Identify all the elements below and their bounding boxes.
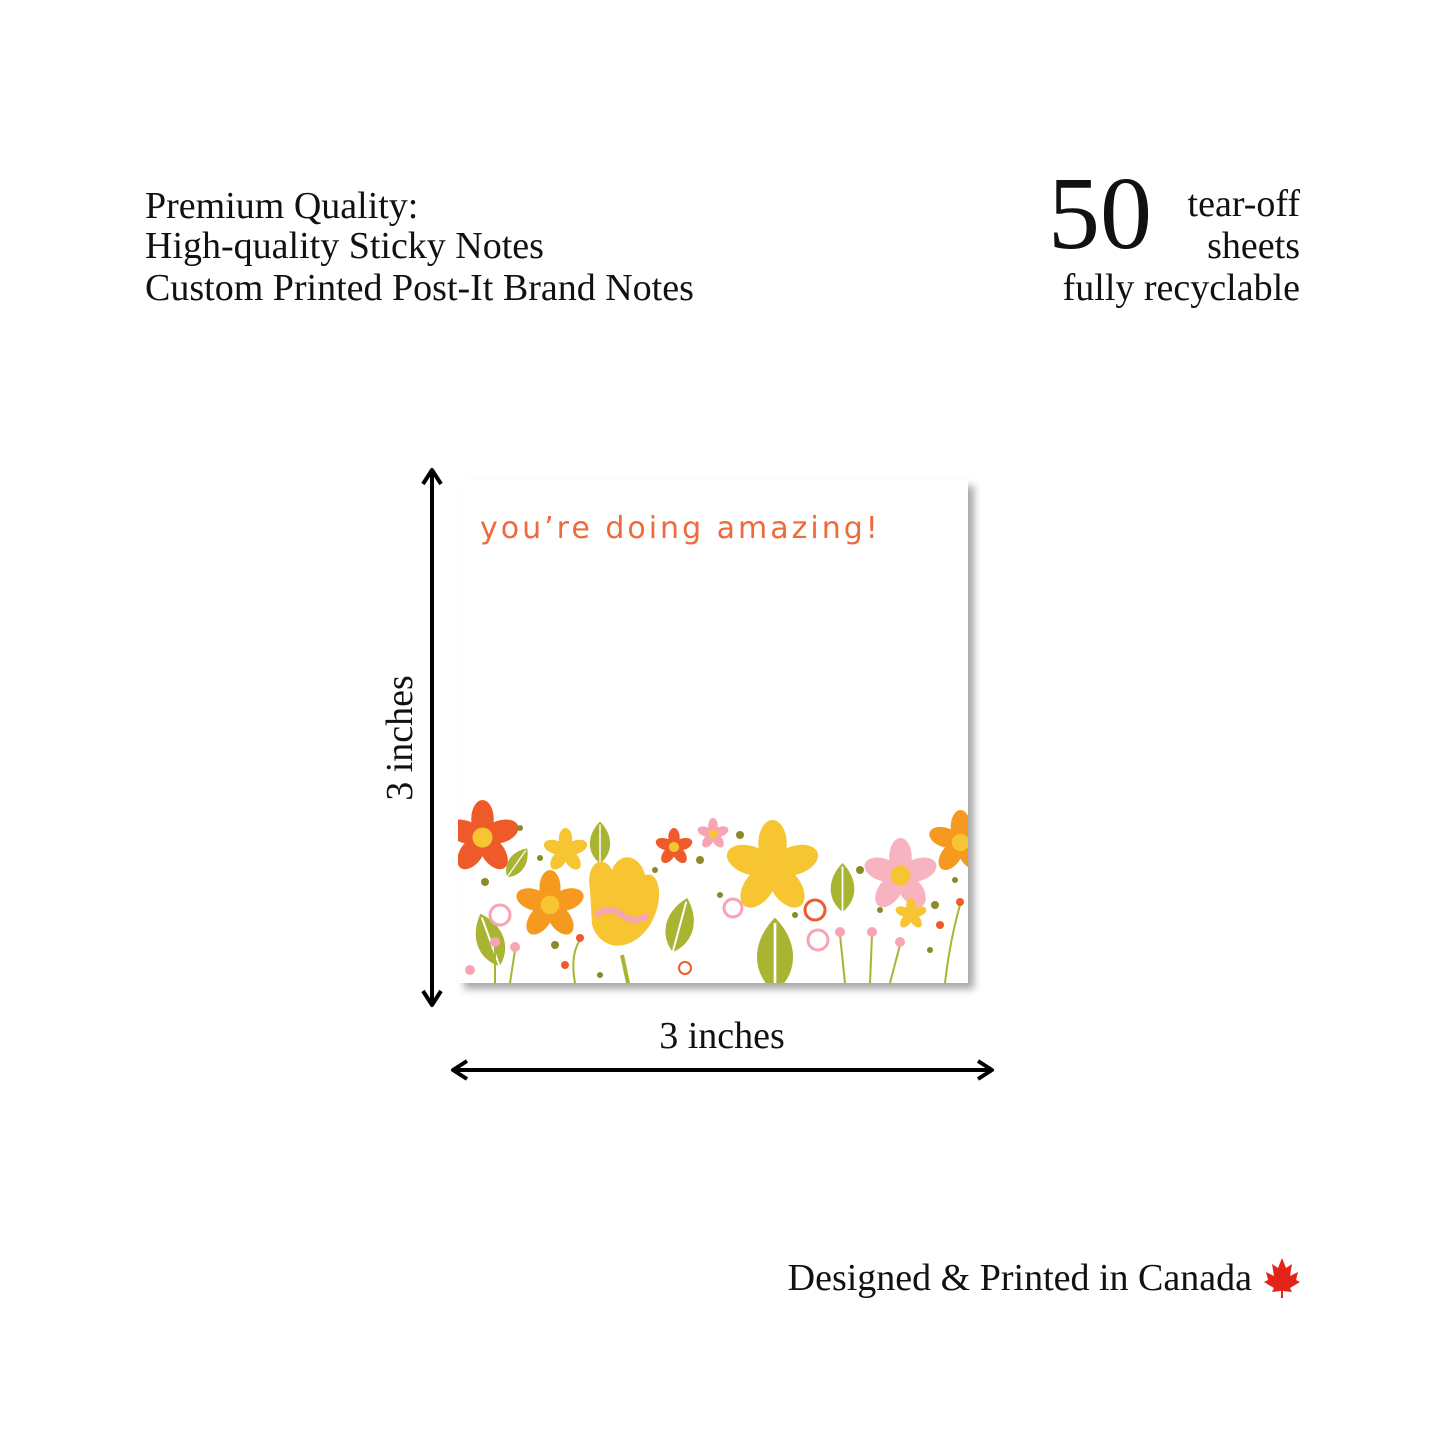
buds: [561, 898, 964, 969]
features: Premium Quality: High-quality Sticky Not…: [145, 185, 694, 309]
swirl: [488, 903, 512, 927]
sheet-count: 50: [1048, 156, 1152, 271]
sheets-info: 50 tear-off sheets fully recyclable: [1048, 156, 1300, 309]
sticky-note: you’re doing amazing!: [458, 480, 968, 983]
dots: [481, 825, 958, 978]
sheet-label: sheets: [1207, 225, 1300, 267]
height-label: 3 inches: [379, 675, 421, 801]
maple-leaf-icon: [1264, 1258, 1300, 1298]
swirl: [806, 928, 830, 952]
stems: [494, 904, 961, 983]
arrow-head: [976, 1059, 994, 1081]
tulip-stripe: [594, 907, 650, 923]
floral-border: [458, 800, 968, 983]
width-label: 3 inches: [659, 1015, 785, 1057]
buds: [465, 927, 905, 975]
swirl: [803, 898, 827, 922]
swirl: [722, 897, 744, 919]
arrow-head: [421, 468, 443, 486]
stem: [620, 954, 630, 983]
width-dimension: 3 inches: [451, 1015, 994, 1081]
arrow-head: [451, 1059, 469, 1081]
recyclable-note: fully recyclable: [1063, 267, 1300, 309]
height-dimension: 3 inches: [379, 468, 443, 1007]
feature-line: Custom Printed Post-It Brand Notes: [145, 267, 694, 309]
footer-text: Designed & Printed in Canada: [788, 1257, 1252, 1299]
tulip: [589, 857, 660, 946]
swirl: [678, 961, 692, 975]
feature-line: Premium Quality:: [145, 185, 418, 227]
sheet-label: tear-off: [1188, 183, 1301, 225]
arrow-head: [421, 989, 443, 1007]
footer: Designed & Printed in Canada: [788, 1257, 1300, 1299]
feature-line: High-quality Sticky Notes: [145, 225, 544, 267]
note-message: you’re doing amazing!: [480, 511, 881, 546]
